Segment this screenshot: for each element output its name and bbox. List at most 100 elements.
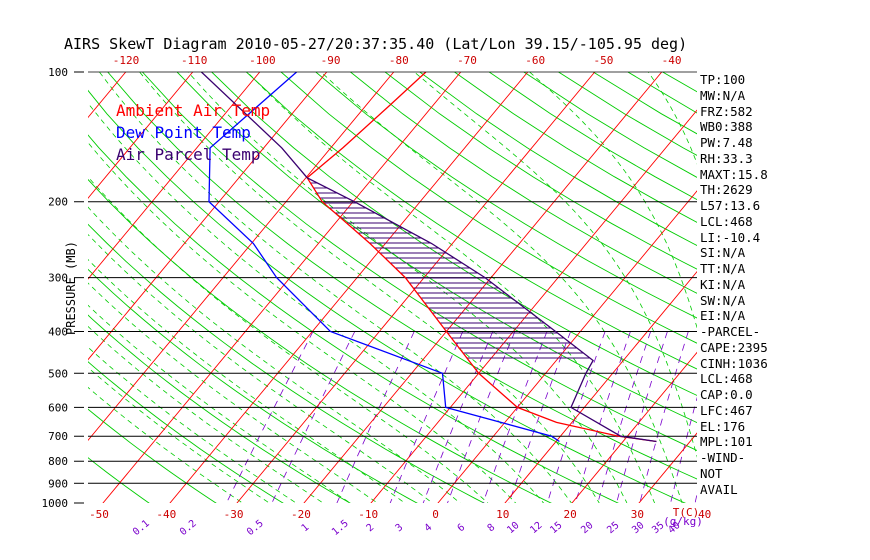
moist-adiabat-line [414, 72, 697, 458]
pressure-tick-label: 500 [48, 367, 68, 380]
legend-air-parcel-temp: Air Parcel Temp [116, 145, 261, 164]
mixing-ratio-line [336, 331, 415, 503]
bottom-temp-tick-label: 40 [698, 508, 711, 521]
mixing-ratio-tick-label: 2 [365, 522, 377, 534]
bottom-temp-tick-label: 30 [631, 508, 644, 521]
dry-adiabat-line [350, 72, 697, 294]
plot-area [0, 72, 697, 512]
top-temp-tick-label: -120 [113, 54, 140, 67]
pressure-tick-label: 100 [48, 66, 68, 79]
dry-adiabat-line [88, 223, 485, 503]
bottom-temp-tick-label: -30 [224, 508, 244, 521]
isotherm-line [370, 109, 697, 503]
top-temp-tick-label: -110 [181, 54, 208, 67]
chart-title: AIRS SkewT Diagram 2010-05-27/20:37:35.4… [64, 35, 688, 53]
top-temp-tick-label: -40 [662, 54, 682, 67]
mixing-ratio-tick-label: 15 [548, 520, 564, 536]
bottom-temp-tick-label: 10 [496, 508, 509, 521]
top-temp-tick-label: -70 [457, 54, 477, 67]
dry-adiabat-line [211, 72, 697, 396]
isotherm-line [88, 72, 127, 119]
mixing-ratio-tick-label: 3 [394, 522, 406, 534]
isotherm-line [303, 72, 663, 503]
stat-line: SW:N/A [700, 292, 746, 308]
dry-adiabat-line [384, 72, 697, 270]
moist-adiabat-line [88, 386, 244, 503]
dry-adiabat-line [88, 134, 619, 503]
isotherm-line [0, 72, 59, 512]
isotherm-line [88, 72, 261, 280]
mixing-ratio-line [447, 331, 516, 503]
moist-adiabat-line [88, 366, 271, 503]
stat-line: WB0:388 [700, 119, 753, 135]
mixing-ratio-tick-label: 0.1 [131, 518, 152, 538]
stat-line: TH:2629 [700, 182, 753, 198]
temperature-axis-unit: T(C) [673, 506, 700, 519]
isotherm-line [88, 72, 395, 442]
top-temp-tick-label: -90 [321, 54, 341, 67]
stat-line: CAPE:2395 [700, 339, 768, 355]
moist-adiabat-line [247, 72, 656, 503]
mixing-ratio-line [422, 331, 494, 503]
bottom-temp-tick-label: -50 [89, 508, 109, 521]
dry-adiabat-line [315, 72, 697, 319]
dry-adiabat-line [280, 72, 697, 344]
mixing-ratio-tick-label: 0.2 [178, 518, 199, 538]
dry-adiabat-line [88, 408, 217, 503]
moist-adiabat-line [88, 141, 517, 503]
stat-line: AVAIL [700, 481, 738, 497]
mixing-ratio-tick-label: 4 [423, 522, 435, 534]
mixing-ratio-tick-label: 6 [456, 522, 468, 534]
mixing-ratio-tick-label: 0.5 [245, 518, 266, 538]
mixing-ratio-line [482, 331, 548, 503]
moist-adiabat-line [88, 304, 351, 503]
stat-line: NOT [700, 465, 723, 481]
top-temp-tick-label: -100 [249, 54, 276, 67]
stat-line: LCL:468 [700, 213, 753, 229]
moist-adiabat-line [320, 72, 683, 503]
moist-adiabat-line [99, 72, 572, 503]
mixing-ratio-line [225, 331, 314, 503]
moist-adiabat-line [88, 325, 324, 503]
mixing-ratio-tick-label: 1.5 [330, 518, 351, 538]
pressure-tick-label: 1000 [42, 497, 69, 510]
stat-line: MAXT:15.8 [700, 166, 768, 182]
stat-line: PW:7.48 [700, 135, 753, 150]
sounding-stats-panel: TP:100 MW:N/A FRZ:582 WB0:388 PW:7.48 RH:33.3… [700, 72, 868, 497]
stat-line: -WIND- [700, 450, 746, 465]
mixing-ratio-tick-label: 25 [605, 520, 621, 536]
mixing-ratio-line [597, 331, 651, 503]
isotherm-line [236, 72, 596, 503]
dry-adiabat-line [88, 361, 284, 503]
moist-adiabat-line [88, 346, 297, 503]
moist-adiabat-line [187, 72, 628, 503]
stat-line: -PARCEL- [700, 324, 761, 339]
dry-adiabat-line [88, 178, 552, 503]
pressure-tick-label: 600 [48, 401, 68, 414]
isotherm-line [88, 72, 194, 199]
mixing-ratio-tick-label: 10 [505, 520, 521, 536]
dry-adiabat-line [88, 89, 687, 503]
stat-line: TT:N/A [700, 261, 746, 276]
ambient-air-temp-line [306, 72, 657, 443]
dry-adiabat-line [88, 314, 351, 503]
y-axis-label: PRESSURE (MB) [64, 241, 78, 335]
legend-dew-point-temp: Dew Point Temp [116, 123, 251, 142]
stat-line: SI:N/A [700, 245, 746, 261]
moist-adiabat-line [88, 206, 461, 503]
bottom-temp-tick-label: -10 [358, 508, 378, 521]
mixing-ratio-tick-label: 20 [579, 520, 595, 536]
pressure-tick-label: 900 [48, 477, 68, 490]
stat-line: FRZ:582 [700, 103, 753, 119]
stat-line: L57:13.6 [700, 198, 761, 213]
pressure-tick-label: 400 [48, 325, 68, 338]
stat-line: CINH:1036 [700, 355, 768, 371]
moist-adiabat-line [88, 176, 489, 503]
cape-hatching [307, 177, 590, 359]
isotherm-line [437, 190, 697, 503]
bottom-temp-tick-label: 20 [563, 508, 576, 521]
top-temp-tick-label: -60 [525, 54, 545, 67]
mixing-ratio-tick-label: 30 [630, 520, 646, 536]
bottom-temp-tick-label: 0 [432, 508, 439, 521]
pressure-tick-label: 800 [48, 455, 68, 468]
